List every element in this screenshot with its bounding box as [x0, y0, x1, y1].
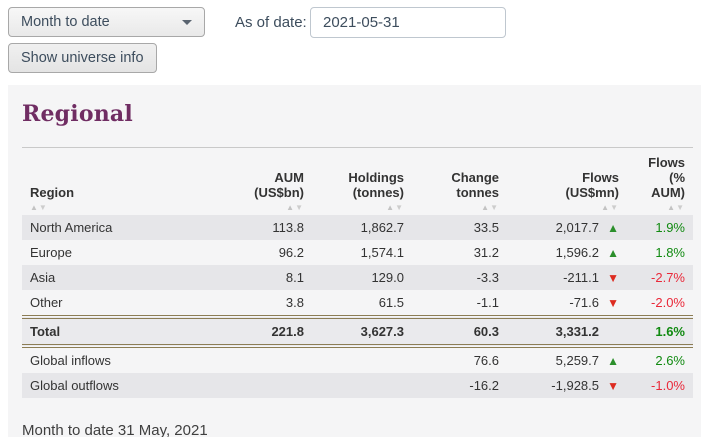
flows-cell: -1,928.5 ▼ — [507, 373, 627, 398]
aum-cell — [212, 346, 312, 373]
table-row: Global inflows 76.6 5,259.7 ▲ 2.6% — [22, 346, 693, 373]
region-cell: Global outflows — [30, 378, 119, 393]
column-header-change[interactable]: Change tonnes ▲▼ — [412, 147, 507, 215]
period-dropdown[interactable]: Month to date — [8, 7, 205, 37]
change-cell: 33.5 — [473, 220, 499, 235]
regional-table: Region ▲▼ AUM (US$bn) ▲▼ Holdings (tonne… — [22, 147, 693, 398]
table-row: Other 3.8 61.5 -1.1 -71.6 ▼ -2.0% — [22, 290, 693, 317]
flows-cell: 5,259.7 ▲ — [507, 346, 627, 373]
table-row: Total 221.8 3,627.3 60.3 3,331.2 1.6% — [22, 317, 693, 346]
sort-arrows-icon[interactable]: ▲▼ — [286, 203, 304, 212]
as-of-date-input[interactable] — [310, 7, 506, 38]
flow-down-arrow-icon: ▼ — [607, 270, 619, 285]
flows-value: -71.6 — [569, 295, 599, 310]
flow-up-arrow-icon: ▲ — [607, 220, 619, 235]
flows-pct-cell: 1.6% — [655, 324, 685, 339]
aum-cell: 3.8 — [285, 295, 304, 310]
table-row: Europe 96.2 1,574.1 31.2 1,596.2 ▲ 1.8% — [22, 240, 693, 265]
table-row: Global outflows -16.2 -1,928.5 ▼ -1.0% — [22, 373, 693, 398]
table-row: Asia 8.1 129.0 -3.3 -211.1 ▼ -2.7% — [22, 265, 693, 290]
flows-cell: 2,017.7 ▲ — [507, 215, 627, 240]
table-row: North America 113.8 1,862.7 33.5 2,017.7 ▲ 1.9… — [22, 215, 693, 240]
flows-pct-cell: -2.0% — [651, 295, 685, 310]
region-cell: Europe — [30, 245, 72, 260]
flows-value: -1,928.5 — [551, 378, 599, 393]
sort-arrows-icon[interactable]: ▲▼ — [601, 203, 619, 212]
region-cell: North America — [30, 220, 113, 235]
column-header-aum[interactable]: AUM (US$bn) ▲▼ — [212, 147, 312, 215]
flows-cell: -211.1 ▼ — [507, 265, 627, 290]
flows-pct-cell: 1.8% — [655, 245, 685, 260]
change-cell: -3.3 — [476, 270, 499, 285]
column-header-flows-usd[interactable]: Flows (US$mn) ▲▼ — [507, 147, 627, 215]
flows-cell: 1,596.2 ▲ — [507, 240, 627, 265]
holdings-cell: 3,627.3 — [360, 324, 404, 339]
flow-up-arrow-icon: ▲ — [607, 353, 619, 368]
flows-cell: 3,331.2 — [507, 317, 627, 346]
flows-pct-cell: 2.6% — [655, 353, 685, 368]
flows-value: 2,017.7 — [555, 220, 599, 235]
chevron-down-icon — [182, 19, 192, 25]
aum-cell: 8.1 — [285, 270, 304, 285]
column-header-holdings[interactable]: Holdings (tonnes) ▲▼ — [312, 147, 412, 215]
flows-value: -211.1 — [563, 270, 599, 285]
region-cell: Other — [30, 295, 63, 310]
flows-value: 5,259.7 — [555, 353, 599, 368]
region-cell: Asia — [30, 270, 56, 285]
flows-pct-cell: 1.9% — [655, 220, 685, 235]
flows-value: 3,331.2 — [555, 324, 599, 339]
holdings-cell: 1,574.1 — [360, 245, 404, 260]
column-header-region[interactable]: Region ▲▼ — [22, 147, 212, 215]
holdings-cell — [312, 373, 412, 398]
aum-cell: 96.2 — [278, 245, 304, 260]
region-cell: Global inflows — [30, 353, 111, 368]
region-cell: Total — [30, 324, 61, 339]
flow-down-arrow-icon: ▼ — [607, 295, 619, 310]
regional-panel: Regional Region ▲▼ AUM (US$bn) ▲▼ — [8, 85, 701, 437]
change-cell: 60.3 — [473, 324, 499, 339]
period-summary-text: Month to date 31 May, 2021 — [22, 422, 208, 437]
holdings-cell: 129.0 — [371, 270, 404, 285]
show-universe-info-button[interactable]: Show universe info — [8, 43, 157, 73]
holdings-cell: 61.5 — [378, 295, 404, 310]
column-header-flows-pct[interactable]: Flows (% AUM) ▲▼ — [627, 147, 693, 215]
change-cell: -16.2 — [469, 378, 499, 393]
change-cell: -1.1 — [476, 295, 499, 310]
flow-down-arrow-icon: ▼ — [607, 378, 619, 393]
sort-arrows-icon[interactable]: ▲▼ — [30, 203, 48, 212]
sort-arrows-icon[interactable]: ▲▼ — [667, 203, 685, 212]
aum-cell: 221.8 — [271, 324, 304, 339]
aum-cell: 113.8 — [272, 220, 304, 235]
flows-pct-cell: -1.0% — [651, 378, 685, 393]
flows-cell: -71.6 ▼ — [507, 290, 627, 317]
holdings-cell — [312, 346, 412, 373]
page-title: Regional — [22, 101, 133, 127]
sort-arrows-icon[interactable]: ▲▼ — [481, 203, 499, 212]
change-cell: 31.2 — [473, 245, 499, 260]
regional-table-header: Region ▲▼ AUM (US$bn) ▲▼ Holdings (tonne… — [22, 147, 693, 215]
as-of-date-label: As of date: — [235, 14, 307, 31]
sort-arrows-icon[interactable]: ▲▼ — [386, 203, 404, 212]
flow-up-arrow-icon: ▲ — [607, 245, 619, 260]
flows-value: 1,596.2 — [555, 245, 599, 260]
period-dropdown-value: Month to date — [21, 14, 110, 30]
holdings-cell: 1,862.7 — [360, 220, 404, 235]
aum-cell — [212, 373, 312, 398]
change-cell: 76.6 — [473, 353, 499, 368]
flows-pct-cell: -2.7% — [651, 270, 685, 285]
regional-table-body: North America 113.8 1,862.7 33.5 2,017.7 ▲ 1.9… — [22, 215, 693, 398]
